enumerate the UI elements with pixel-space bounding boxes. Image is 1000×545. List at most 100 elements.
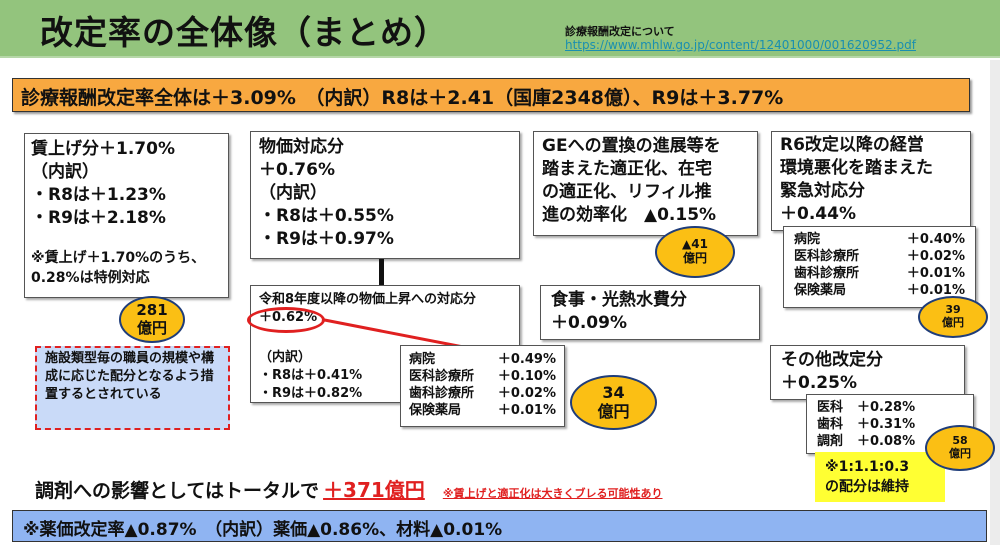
ratio-note-line-1: ※1:1.1:0.3 <box>825 459 910 475</box>
scrollbar-track[interactable] <box>990 60 1000 545</box>
badge-amount: ▲41 <box>682 237 708 252</box>
other-title: その他改定分 <box>781 350 883 370</box>
ge-amount-badge: ▲41 億円 <box>655 226 735 278</box>
reference-link[interactable]: https://www.mhlw.go.jp/content/12401000/… <box>565 38 916 52</box>
other-value: ＋0.25% <box>781 373 857 393</box>
price-detail-box: 病院 ＋0.49% 医科診療所 ＋0.10% 歯科診療所 ＋0.02% 保険薬局 ＋0.… <box>400 345 565 427</box>
price-value: ＋0.76% <box>259 160 335 180</box>
emergency-response-box: R6改定以降の経営 環境悪化を踏まえた 緊急対応分 ＋0.44% <box>771 131 971 231</box>
ge-line-4: 進の効率化 ▲0.15% <box>542 205 717 225</box>
wage-note-line-1: ※賃上げ＋1.70%のうち、 <box>31 250 206 266</box>
detail-row: 医科 ＋0.28% <box>817 399 963 416</box>
row-label: 歯科診療所 <box>794 266 860 281</box>
detail-row: 歯科診療所 ＋0.02% <box>409 385 556 402</box>
badge-unit: 億円 <box>682 251 707 265</box>
wage-line-r8: ・R8は＋1.23% <box>31 185 166 205</box>
emergency-line-3: 緊急対応分 <box>780 181 865 201</box>
drug-price-banner: ※薬価改定率▲0.87% （内訳）薬価▲0.86%、材料▲0.01% <box>12 510 987 542</box>
row-label: 医科診療所 <box>794 249 860 264</box>
price-line-r8: ・R8は＋0.55% <box>259 206 394 226</box>
row-value: ＋0.31% <box>857 417 916 432</box>
row-value: ＋0.49% <box>497 352 556 367</box>
detail-row: 歯科 ＋0.31% <box>817 416 963 433</box>
highlight-ellipse <box>247 307 325 333</box>
price-line-r9: ・R9は＋0.97% <box>259 229 394 249</box>
row-label: 医科 <box>817 400 844 415</box>
badge-unit: 億円 <box>136 318 167 337</box>
connector-line <box>379 259 384 285</box>
detail-row: 病院 ＋0.49% <box>409 351 556 368</box>
badge-unit: 億円 <box>949 447 971 460</box>
detail-row: 保険薬局 ＋0.01% <box>409 402 556 419</box>
ratio-note-line-2: の配分は維持 <box>825 479 909 495</box>
row-value: ＋0.01% <box>906 266 965 281</box>
wage-increase-box: 賃上げ分＋1.70% （内訳） ・R8は＋1.23% ・R9は＋2.18% ※賃… <box>24 133 229 298</box>
ge-line-2: 踏まえた適正化、在宅 <box>542 159 712 179</box>
impact-caveat: ※賃上げと適正化は大きくブレる可能性あり <box>442 487 663 500</box>
row-label: 保険薬局 <box>409 403 462 418</box>
detail-row: 医科診療所 ＋0.02% <box>794 248 965 265</box>
emergency-line-1: R6改定以降の経営 <box>780 135 924 155</box>
wage-amount-badge: 281 億円 <box>119 296 185 343</box>
meal-utility-box: 食事・光熱水費分 ＋0.09% <box>540 285 760 340</box>
ge-line-1: GEへの置換の進展等を <box>542 136 721 156</box>
impact-amount: ＋371億円 <box>323 478 425 502</box>
total-revision-banner: 診療報酬改定率全体は＋3.09% （内訳）R8は＋2.41（国庫2348億）、R… <box>12 78 970 112</box>
ge-optimization-box: GEへの置換の進展等を 踏まえた適正化、在宅 の適正化、リフィル推 進の効率化 … <box>533 131 758 236</box>
row-value: ＋0.02% <box>497 386 556 401</box>
row-label: 病院 <box>409 352 436 367</box>
ge-line-3: の適正化、リフィル推 <box>542 182 712 202</box>
detail-row: 調剤 ＋0.08% <box>817 433 963 450</box>
badge-amount: 281 <box>136 301 168 320</box>
detail-row: 医科診療所 ＋0.10% <box>409 368 556 385</box>
other-amount-badge: 58 億円 <box>925 425 995 471</box>
wage-title: 賃上げ分＋1.70% <box>31 139 175 159</box>
emergency-line-2: 環境悪化を踏まえた <box>780 158 933 178</box>
meal-title: 食事・光熱水費分 <box>551 290 687 310</box>
row-value: ＋0.10% <box>497 369 556 384</box>
impact-text: 調剤への影響としてはトータルで <box>35 480 320 502</box>
badge-amount: 34 <box>602 383 625 403</box>
row-label: 歯科診療所 <box>409 386 475 401</box>
wage-line-r9: ・R9は＋2.18% <box>31 208 166 228</box>
meal-value: ＋0.09% <box>551 313 627 333</box>
price-title: 物価対応分 <box>259 137 344 157</box>
badge-unit: 億円 <box>942 316 964 329</box>
badge-amount: 39 <box>945 303 961 317</box>
facility-allocation-note: 施設類型毎の職員の規模や構成に応じた配分となるよう措置するとされている <box>35 346 230 430</box>
wage-note-line-2: 0.28%は特例対応 <box>31 270 150 286</box>
badge-amount: 58 <box>952 434 968 448</box>
row-label: 歯科 <box>817 417 844 432</box>
page-title: 改定率の全体像（まとめ） <box>40 13 448 52</box>
price-response-box: 物価対応分 ＋0.76% （内訳） ・R8は＋0.55% ・R9は＋0.97% <box>250 131 520 259</box>
row-value: ＋0.02% <box>906 249 965 264</box>
row-value: ＋0.08% <box>857 434 916 449</box>
price-sub-breakdown-label: （内訳） <box>259 350 312 365</box>
ratio-note: ※1:1.1:0.3 の配分は維持 <box>815 452 945 502</box>
other-revision-box: その他改定分 ＋0.25% <box>770 345 965 400</box>
row-label: 保険薬局 <box>794 283 847 298</box>
row-label: 調剤 <box>817 434 844 449</box>
reference-label: 診療報酬改定について <box>565 25 675 38</box>
row-value: ＋0.01% <box>497 403 556 418</box>
wage-breakdown-label: （内訳） <box>31 162 99 182</box>
row-value: ＋0.01% <box>906 283 965 298</box>
emergency-amount-badge: 39 億円 <box>918 296 988 338</box>
row-label: 病院 <box>794 232 821 247</box>
pharmacy-impact-line: 調剤への影響としてはトータルで ＋371億円 ※賃上げと適正化は大きくブレる可能性あ… <box>35 474 663 503</box>
detail-row: 歯科診療所 ＋0.01% <box>794 265 965 282</box>
price-amount-badge: 34 億円 <box>570 375 657 430</box>
row-value: ＋0.28% <box>857 400 916 415</box>
row-label: 医科診療所 <box>409 369 475 384</box>
price-sub-title: 令和8年度以降の物価上昇への対応分 <box>259 292 477 307</box>
detail-row: 病院 ＋0.40% <box>794 231 965 248</box>
row-value: ＋0.40% <box>906 232 965 247</box>
wage-note: ※賃上げ＋1.70%のうち、 0.28%は特例対応 <box>31 248 222 288</box>
header-bar <box>0 0 1000 58</box>
price-sub-line-r8: ・R8は＋0.41% <box>259 368 363 383</box>
emergency-detail-box: 病院 ＋0.40% 医科診療所 ＋0.02% 歯科診療所 ＋0.01% 保険薬局 ＋0.… <box>783 226 976 308</box>
price-breakdown-label: （内訳） <box>259 183 327 203</box>
detail-row: 保険薬局 ＋0.01% <box>794 282 965 299</box>
emergency-value: ＋0.44% <box>780 204 856 224</box>
price-sub-line-r9: ・R9は＋0.82% <box>259 386 363 401</box>
